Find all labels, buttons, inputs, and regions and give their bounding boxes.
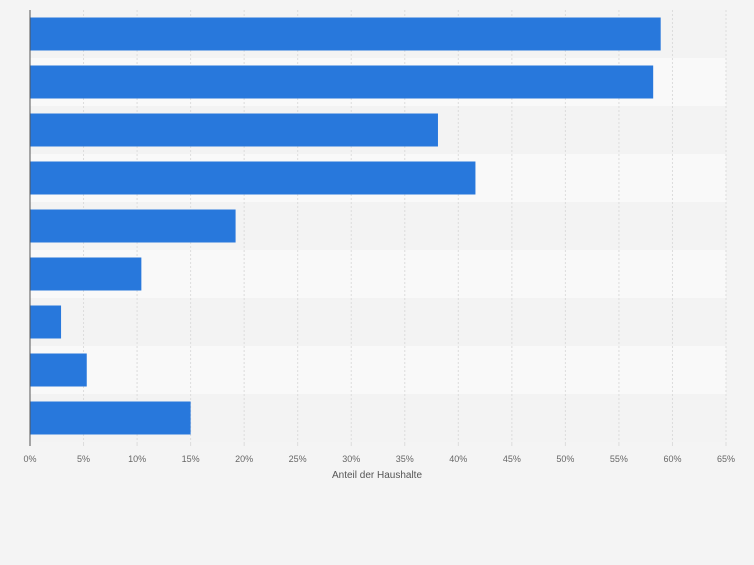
x-tick-label: 5% [77, 454, 90, 464]
bar [30, 305, 62, 339]
x-tick-label: 60% [663, 454, 681, 464]
bar [30, 353, 87, 387]
row-band [30, 346, 726, 394]
x-tick-label: 0% [23, 454, 36, 464]
bar [30, 113, 438, 147]
bar [30, 401, 191, 435]
bar [30, 209, 236, 243]
row-band [30, 298, 726, 346]
x-tick-label: 25% [289, 454, 307, 464]
x-tick-label: 30% [342, 454, 360, 464]
x-tick-label: 55% [610, 454, 628, 464]
bar [30, 257, 142, 291]
x-tick-label: 20% [235, 454, 253, 464]
x-tick-label: 10% [128, 454, 146, 464]
x-tick-label: 45% [503, 454, 521, 464]
x-tick-label: 40% [449, 454, 467, 464]
x-tick-label: 15% [182, 454, 200, 464]
bar [30, 65, 654, 99]
x-axis-label: Anteil der Haushalte [332, 470, 422, 481]
x-tick-label: 65% [717, 454, 735, 464]
x-tick-labels: 0% 5% 10% 15% 20% 25% 30% 35% 40% 45% 50% 55% 60% 65% [23, 454, 735, 464]
row-band [30, 250, 726, 298]
x-tick-label: 50% [556, 454, 574, 464]
x-tick-label: 35% [396, 454, 414, 464]
bar [30, 161, 476, 195]
bars [30, 17, 661, 435]
bar [30, 17, 661, 51]
